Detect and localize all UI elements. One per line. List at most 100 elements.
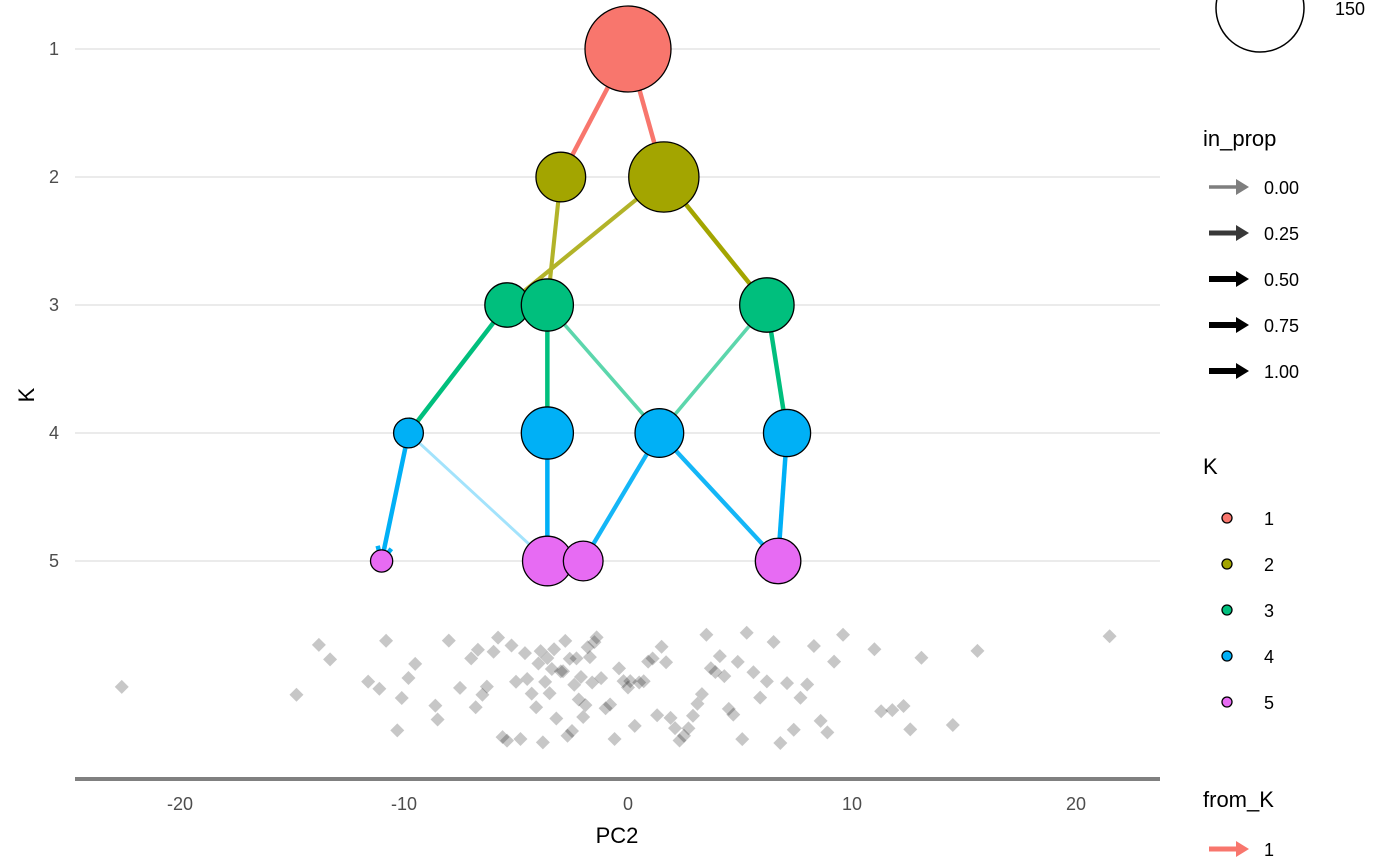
sample-point (495, 730, 510, 745)
sample-point (114, 679, 129, 694)
size-legend-circle (1215, 0, 1305, 53)
size-legend: 150 (1215, 0, 1365, 53)
sample-point (780, 676, 795, 691)
k-legend-key-1 (1221, 512, 1233, 524)
sample-point (703, 661, 718, 676)
sample-point (612, 661, 627, 676)
sample-point (607, 731, 622, 746)
sample-point (486, 644, 501, 659)
in-prop-label-0.50: 0.50 (1264, 270, 1299, 290)
sample-point (479, 679, 494, 694)
cluster-node-2-1 (535, 151, 587, 203)
k-legend-title: K (1203, 454, 1218, 479)
sample-point (694, 687, 709, 702)
in-prop-label-1.00: 1.00 (1264, 362, 1299, 382)
cluster-node-3-2 (520, 278, 575, 332)
sample-point (468, 700, 483, 715)
sample-point (753, 690, 768, 705)
sample-point (289, 687, 304, 702)
sample-point (650, 708, 665, 723)
sample-point (645, 651, 660, 666)
cluster-node-1-1 (584, 5, 672, 93)
sample-point (408, 656, 423, 671)
sample-point (547, 642, 562, 657)
sample-point (573, 669, 588, 684)
sample-point (587, 635, 602, 650)
y-tick-2: 2 (49, 167, 59, 187)
x-tick--20: -20 (167, 794, 193, 814)
sample-point (641, 654, 656, 669)
sample-point (560, 728, 575, 743)
sample-point (311, 637, 326, 652)
sample-point (533, 644, 548, 659)
sample-point (874, 704, 889, 719)
sample-point (793, 690, 808, 705)
x-tick-10: 10 (842, 794, 862, 814)
k-legend-key-5 (1221, 696, 1233, 708)
sample-point (746, 665, 761, 680)
sample-point (970, 643, 985, 658)
sample-point (896, 698, 911, 713)
sample-point (806, 639, 821, 654)
sample-point (529, 700, 544, 715)
k-legend-label-1: 1 (1264, 509, 1274, 529)
sample-point (549, 711, 564, 726)
x-tick-labels: -20 -10 0 10 20 (167, 794, 1086, 814)
sample-point (504, 638, 519, 653)
sample-point (535, 735, 550, 750)
sample-point (517, 646, 532, 661)
sample-point (603, 697, 618, 712)
sample-point (542, 686, 557, 701)
k-legend-key-4 (1221, 650, 1233, 662)
y-tick-labels: 1 2 3 4 5 (49, 39, 59, 571)
cluster-node-4-1 (392, 417, 425, 449)
cluster-node-4-4 (762, 408, 812, 458)
sample-points (114, 625, 1117, 750)
sample-point (735, 732, 750, 747)
in-prop-key-arrow (1236, 363, 1249, 379)
sample-point (323, 652, 338, 667)
sample-point (394, 691, 409, 706)
sample-point (475, 687, 490, 702)
sample-point (585, 675, 600, 690)
sample-point (699, 627, 714, 642)
sample-point (726, 707, 741, 722)
cluster-nodes (369, 5, 812, 587)
sample-point (766, 635, 781, 650)
sample-point (1102, 629, 1117, 644)
from-k-key-arrow (1236, 841, 1249, 857)
sample-point (636, 674, 651, 689)
edge-3-1-4-1 (406, 303, 509, 435)
sample-point (491, 630, 506, 645)
sample-point (914, 650, 929, 665)
cluster-node-4-3 (634, 408, 685, 458)
in-prop-key-arrow (1236, 271, 1249, 287)
sample-point (553, 664, 568, 679)
sample-point (430, 712, 445, 727)
sample-point (672, 733, 687, 748)
sample-point (453, 680, 467, 695)
sample-point (576, 709, 591, 724)
edge-4-3-5-4 (657, 431, 780, 563)
sample-point (632, 675, 647, 690)
cluster-node-5-3 (562, 540, 604, 582)
sample-point (520, 671, 535, 686)
sample-point (668, 721, 683, 736)
k-legend-label-2: 2 (1264, 555, 1274, 575)
sample-point (685, 708, 700, 723)
sample-point (616, 674, 631, 689)
sample-point (500, 733, 515, 748)
sample-point (509, 674, 523, 689)
sample-point (836, 627, 851, 642)
edge-3-2-4-3 (546, 303, 661, 435)
sample-point (556, 664, 571, 679)
edge-4-1-5-2 (407, 431, 549, 563)
sample-point (372, 681, 387, 696)
sample-point (470, 642, 485, 657)
sample-point (627, 718, 642, 733)
sample-point (813, 713, 828, 728)
y-tick-5: 5 (49, 551, 59, 571)
k-legend-key-3 (1221, 604, 1233, 616)
grid-lines (75, 48, 1160, 562)
